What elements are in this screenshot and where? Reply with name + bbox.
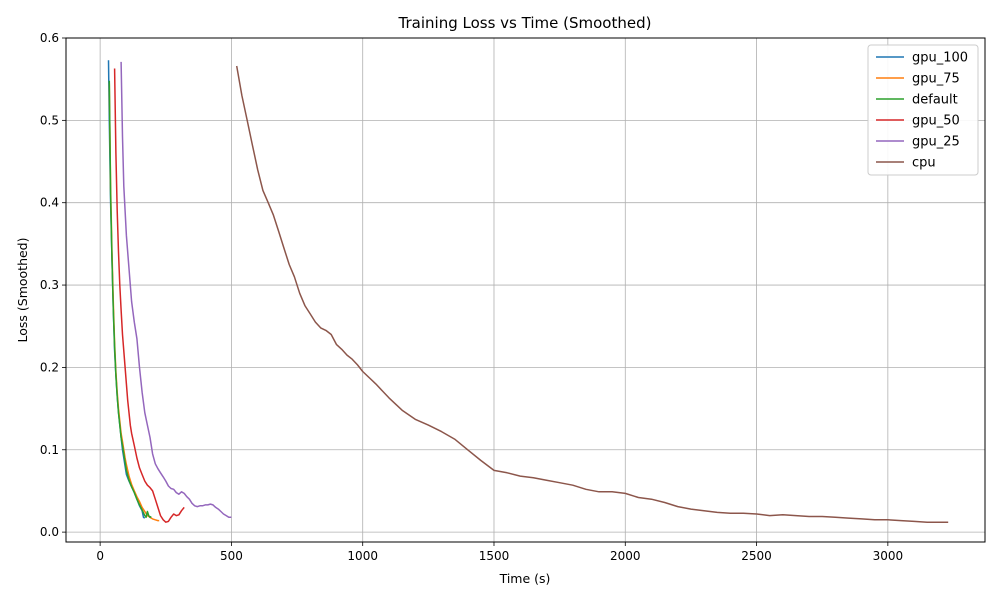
series-line-gpu_50 — [113, 68, 185, 523]
legend-label-gpu_50: gpu_50 — [912, 114, 960, 129]
y-tick-label: 0.3 — [40, 278, 59, 292]
chart-title: Training Loss vs Time (Smoothed) — [398, 14, 652, 32]
legend-label-cpu: cpu — [912, 156, 936, 171]
y-tick-label: 0.1 — [40, 443, 59, 457]
legend-label-gpu_25: gpu_25 — [912, 135, 960, 150]
y-tick-label: 0.5 — [40, 113, 59, 127]
x-tick-label: 500 — [220, 549, 243, 563]
x-tick-label: 0 — [96, 549, 104, 563]
y-axis-label: Loss (Smoothed) — [15, 238, 30, 343]
series-group — [107, 60, 949, 523]
y-tick-label: 0.2 — [40, 360, 59, 374]
x-tick-label: 2000 — [610, 549, 641, 563]
y-tick-label: 0.6 — [40, 31, 59, 45]
legend-label-gpu_75: gpu_75 — [912, 72, 960, 87]
x-tick-label: 2500 — [741, 549, 772, 563]
y-axis-ticks: 0.0 0.1 0.2 0.3 0.4 0.5 0.6 — [40, 31, 66, 539]
legend-label-default: default — [912, 93, 958, 108]
series-line-gpu_25 — [120, 61, 232, 519]
plot-area-frame — [65, 37, 986, 543]
x-tick-label: 1500 — [479, 549, 510, 563]
x-axis-label: Time (s) — [499, 571, 551, 586]
y-tick-label: 0.4 — [40, 196, 59, 210]
x-axis-ticks: 0 500 1000 1500 2000 2500 3000 — [96, 542, 903, 563]
series-line-cpu — [235, 65, 949, 523]
legend-label-gpu_100: gpu_100 — [912, 51, 968, 66]
x-tick-label: 3000 — [873, 549, 904, 563]
x-tick-label: 1000 — [347, 549, 378, 563]
series-line-default — [108, 80, 152, 519]
y-tick-label: 0.0 — [40, 525, 59, 539]
